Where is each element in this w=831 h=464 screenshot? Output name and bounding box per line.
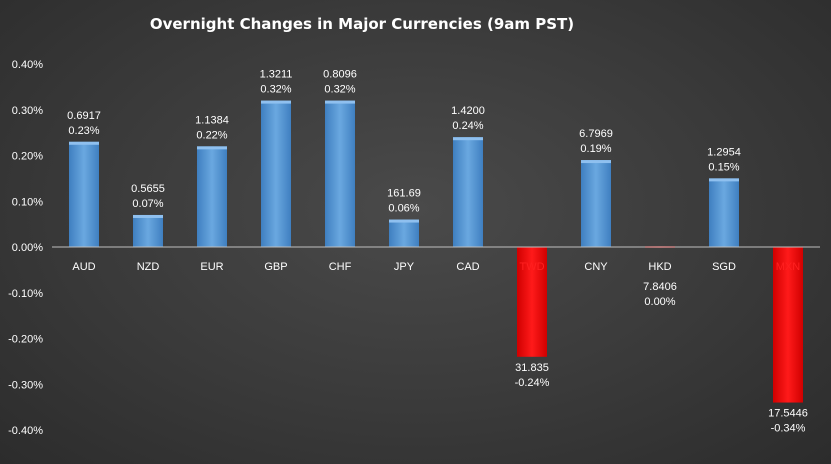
y-tick-label: -0.10% xyxy=(8,288,43,300)
data-label-pct: 0.23% xyxy=(68,125,99,137)
y-tick-label: 0.10% xyxy=(12,196,43,208)
x-tick-label-chf: CHF xyxy=(329,261,352,273)
bar-nzd xyxy=(133,214,163,247)
data-label-rate: 1.3211 xyxy=(260,69,293,81)
data-label-pct: 0.24% xyxy=(452,120,483,132)
bar-gbp xyxy=(261,100,291,247)
x-tick-label-cny: CNY xyxy=(584,261,608,273)
data-label-pct: 0.22% xyxy=(196,129,227,141)
data-label-pct: 0.19% xyxy=(580,143,611,155)
data-label-rate: 0.8096 xyxy=(323,69,357,81)
data-label-pct: -0.24% xyxy=(515,377,550,389)
bar-cap-gbp xyxy=(261,100,291,104)
data-label-rate: 0.6917 xyxy=(67,110,101,122)
x-tick-label-cad: CAD xyxy=(456,261,479,273)
chart-title: Overnight Changes in Major Currencies (9… xyxy=(150,15,574,33)
data-label-rate: 17.5446 xyxy=(768,408,808,420)
data-label-rate: 161.69 xyxy=(387,188,421,200)
bar-mxn xyxy=(773,247,803,403)
bar-jpy xyxy=(389,219,419,247)
data-label-pct: 0.07% xyxy=(132,198,163,210)
x-tick-label-aud: AUD xyxy=(72,261,95,273)
x-tick-label-nzd: NZD xyxy=(137,261,160,273)
data-label-pct: 0.00% xyxy=(644,296,675,308)
bar-sgd xyxy=(709,178,739,247)
data-labels-group: 0.6917 0.23% 0.5655 0.07% 1.1384 0.22% 1.3211 0… xyxy=(67,69,808,435)
data-label-rate: 1.1384 xyxy=(195,114,229,126)
bar-cap-eur xyxy=(197,146,227,150)
data-label-pct: 0.06% xyxy=(388,203,419,215)
data-label-rate: 1.2954 xyxy=(707,146,741,158)
data-label-pct: -0.34% xyxy=(771,423,806,435)
data-label-pct: 0.15% xyxy=(708,161,739,173)
y-tick-label: -0.30% xyxy=(8,379,43,391)
x-tick-label-gbp: GBP xyxy=(264,261,287,273)
data-label-rate: 31.835 xyxy=(515,362,549,374)
x-tick-label-hkd: HKD xyxy=(648,261,671,273)
x-tick-label-jpy: JPY xyxy=(394,261,415,273)
bar-chf xyxy=(325,100,355,247)
x-tick-label-mxn: MXN xyxy=(776,261,801,273)
bar-cap-cad xyxy=(453,137,483,141)
bar-cap-nzd xyxy=(133,214,163,218)
x-axis: AUD NZD EUR GBP CHF JPY CAD TWD CNY HKD SGD MXN xyxy=(72,261,800,273)
data-label-pct: 0.32% xyxy=(260,84,291,96)
y-tick-label: 0.20% xyxy=(12,151,43,163)
data-label-pct: 0.32% xyxy=(324,84,355,96)
data-label-rate: 0.5655 xyxy=(131,183,165,195)
y-tick-label: 0.30% xyxy=(12,105,43,117)
bar-twd xyxy=(517,247,547,357)
y-axis: 0.40% 0.30% 0.20% 0.10% 0.00% -0.10% -0.20% -0.… xyxy=(8,59,43,437)
y-tick-label: -0.40% xyxy=(8,425,43,437)
bar-cap-sgd xyxy=(709,178,739,182)
x-tick-label-eur: EUR xyxy=(200,261,223,273)
data-label-rate: 7.8406 xyxy=(643,281,677,293)
bar-aud xyxy=(69,141,99,247)
bar-eur xyxy=(197,146,227,247)
bar-cny xyxy=(581,160,611,247)
bar-cap-jpy xyxy=(389,219,419,223)
bars-group xyxy=(69,100,803,403)
bar-cad xyxy=(453,137,483,247)
bar-cap-aud xyxy=(69,141,99,145)
x-tick-label-twd: TWD xyxy=(519,261,544,273)
y-tick-label: -0.20% xyxy=(8,334,43,346)
x-tick-label-sgd: SGD xyxy=(712,261,736,273)
data-label-rate: 6.7969 xyxy=(579,128,613,140)
bar-cap-chf xyxy=(325,100,355,104)
y-tick-label: 0.00% xyxy=(12,242,43,254)
bar-cap-cny xyxy=(581,160,611,164)
data-label-rate: 1.4200 xyxy=(451,105,485,117)
y-tick-label: 0.40% xyxy=(12,59,43,71)
